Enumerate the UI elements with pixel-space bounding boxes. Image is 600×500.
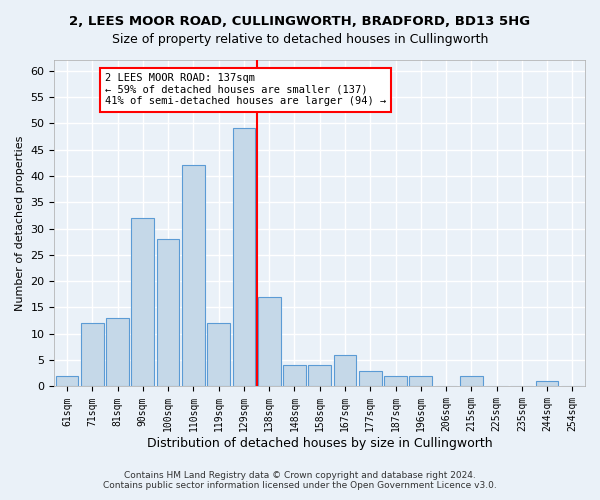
Bar <box>131 218 154 386</box>
X-axis label: Distribution of detached houses by size in Cullingworth: Distribution of detached houses by size … <box>147 437 493 450</box>
Bar <box>258 297 281 386</box>
Bar <box>334 355 356 386</box>
Bar <box>207 324 230 386</box>
Bar <box>233 128 255 386</box>
Bar <box>56 376 79 386</box>
Bar <box>460 376 482 386</box>
Bar <box>81 324 104 386</box>
Bar <box>283 366 306 386</box>
Text: Size of property relative to detached houses in Cullingworth: Size of property relative to detached ho… <box>112 32 488 46</box>
Bar <box>384 376 407 386</box>
Bar <box>106 318 129 386</box>
Bar <box>409 376 432 386</box>
Bar <box>157 239 179 386</box>
Bar <box>536 381 559 386</box>
Text: 2, LEES MOOR ROAD, CULLINGWORTH, BRADFORD, BD13 5HG: 2, LEES MOOR ROAD, CULLINGWORTH, BRADFOR… <box>70 15 530 28</box>
Bar <box>308 366 331 386</box>
Bar <box>182 166 205 386</box>
Bar <box>359 370 382 386</box>
Text: Contains HM Land Registry data © Crown copyright and database right 2024.
Contai: Contains HM Land Registry data © Crown c… <box>103 470 497 490</box>
Text: 2 LEES MOOR ROAD: 137sqm
← 59% of detached houses are smaller (137)
41% of semi-: 2 LEES MOOR ROAD: 137sqm ← 59% of detach… <box>105 73 386 106</box>
Y-axis label: Number of detached properties: Number of detached properties <box>15 136 25 311</box>
